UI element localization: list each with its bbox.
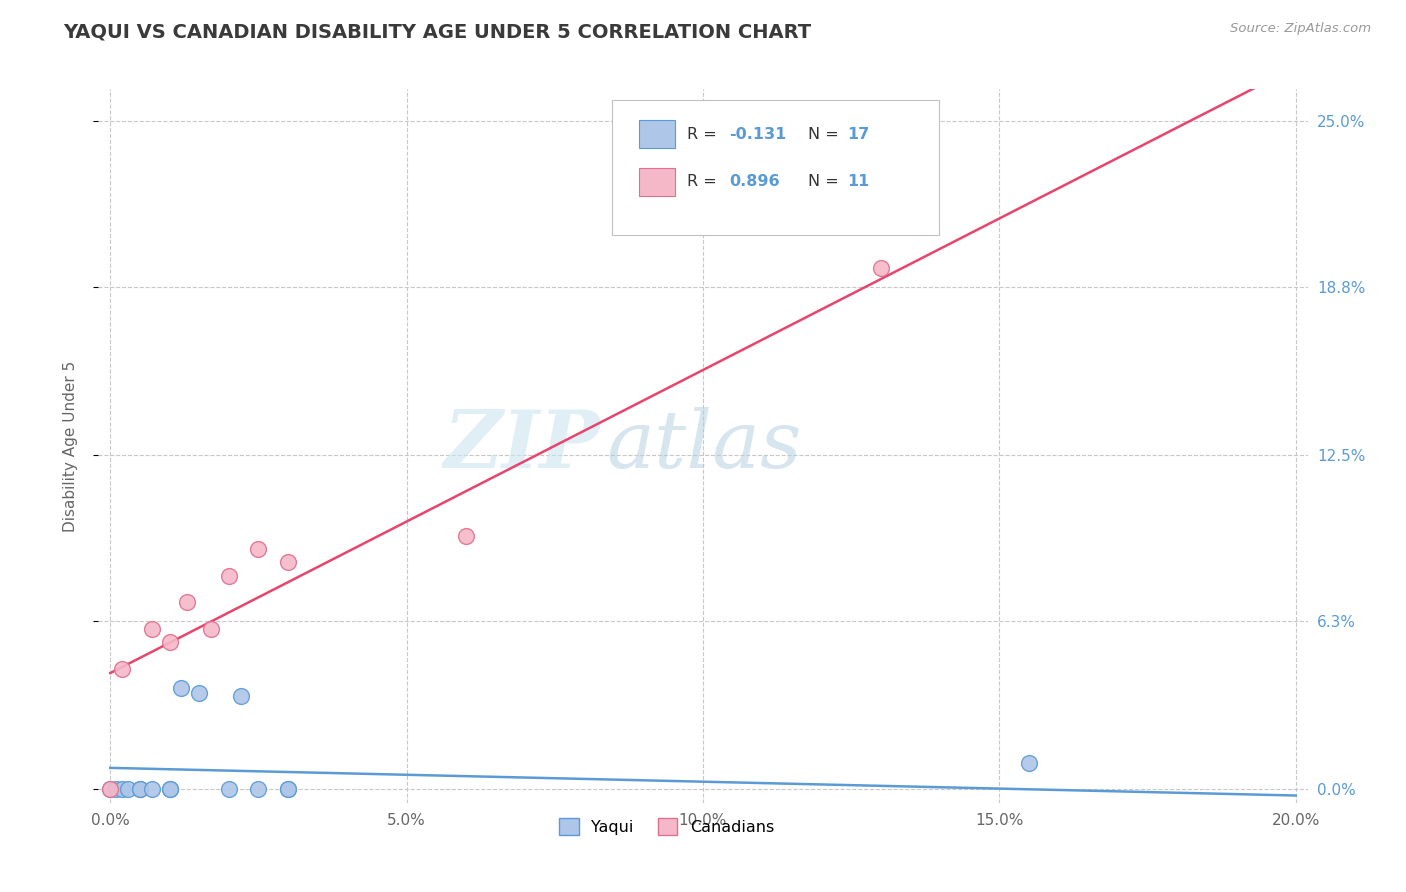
Point <box>111 782 134 797</box>
Point <box>869 261 891 276</box>
Point <box>1018 756 1040 770</box>
Text: -0.131: -0.131 <box>730 127 787 142</box>
Text: 0.896: 0.896 <box>730 175 780 189</box>
Point <box>141 782 163 797</box>
Text: R =: R = <box>688 127 723 142</box>
Legend: Yaqui, Canadians: Yaqui, Canadians <box>553 812 780 841</box>
Point <box>129 782 152 797</box>
Point <box>218 782 240 797</box>
Point <box>277 782 299 797</box>
Point <box>247 782 270 797</box>
Point <box>176 595 198 609</box>
Point <box>105 782 128 797</box>
Point <box>159 782 181 797</box>
Point <box>129 782 152 797</box>
Point <box>454 528 477 542</box>
Point <box>170 681 193 695</box>
Point <box>218 568 240 582</box>
Point <box>111 662 134 676</box>
Point <box>200 622 222 636</box>
Point <box>247 541 270 556</box>
Point <box>98 782 121 797</box>
Text: atlas: atlas <box>606 408 801 484</box>
Text: 17: 17 <box>846 127 869 142</box>
Point <box>159 782 181 797</box>
Point <box>98 782 121 797</box>
Point <box>117 782 139 797</box>
FancyBboxPatch shape <box>638 120 675 148</box>
Text: R =: R = <box>688 175 723 189</box>
Text: ZIP: ZIP <box>443 408 600 484</box>
Point <box>277 782 299 797</box>
Point <box>229 689 252 703</box>
Text: Source: ZipAtlas.com: Source: ZipAtlas.com <box>1230 22 1371 36</box>
Point <box>188 686 211 700</box>
Point <box>159 635 181 649</box>
FancyBboxPatch shape <box>638 168 675 196</box>
Text: 11: 11 <box>846 175 869 189</box>
Text: N =: N = <box>808 175 844 189</box>
FancyBboxPatch shape <box>613 100 939 235</box>
Point <box>141 622 163 636</box>
Text: YAQUI VS CANADIAN DISABILITY AGE UNDER 5 CORRELATION CHART: YAQUI VS CANADIAN DISABILITY AGE UNDER 5… <box>63 22 811 41</box>
Y-axis label: Disability Age Under 5: Disability Age Under 5 <box>63 360 77 532</box>
Text: N =: N = <box>808 127 844 142</box>
Point <box>277 555 299 569</box>
